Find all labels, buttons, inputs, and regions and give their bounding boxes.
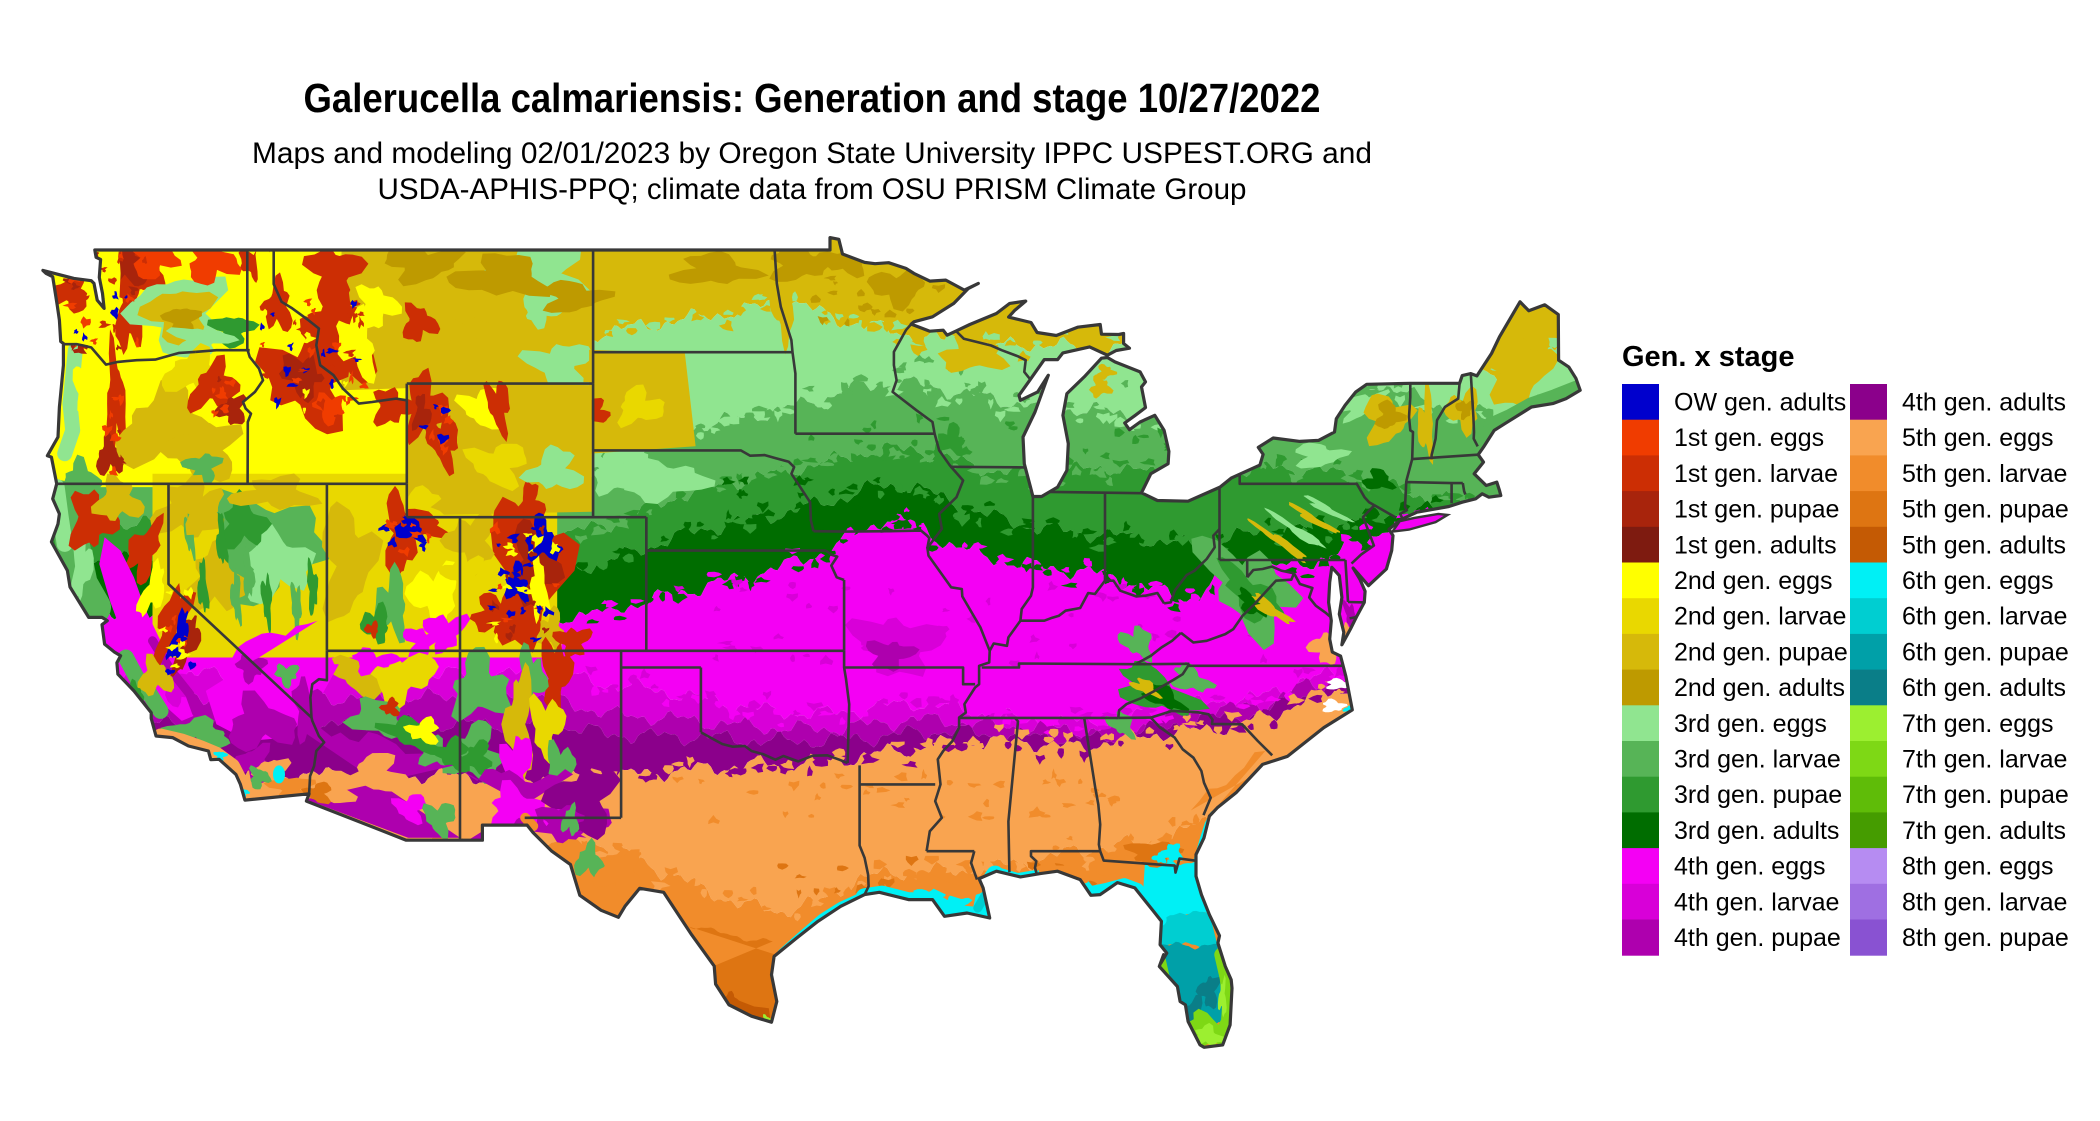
svg-text:5th gen. larvae: 5th gen. larvae bbox=[1902, 460, 2067, 488]
svg-text:Gen. x stage: Gen. x stage bbox=[1622, 341, 1794, 373]
svg-text:1st gen. adults: 1st gen. adults bbox=[1674, 531, 1837, 559]
svg-text:Maps and modeling 02/01/2023 b: Maps and modeling 02/01/2023 by Oregon S… bbox=[252, 137, 1372, 170]
svg-text:6th gen. eggs: 6th gen. eggs bbox=[1902, 567, 2054, 595]
svg-text:8th gen. larvae: 8th gen. larvae bbox=[1902, 888, 2067, 916]
svg-text:OW gen. adults: OW gen. adults bbox=[1674, 389, 1846, 417]
svg-text:3rd gen. eggs: 3rd gen. eggs bbox=[1674, 710, 1827, 738]
svg-text:6th gen. adults: 6th gen. adults bbox=[1902, 674, 2066, 702]
svg-text:1st gen. pupae: 1st gen. pupae bbox=[1674, 496, 1839, 524]
svg-text:3rd gen. pupae: 3rd gen. pupae bbox=[1674, 781, 1842, 809]
svg-text:7th gen. larvae: 7th gen. larvae bbox=[1902, 746, 2067, 774]
svg-text:7th gen. adults: 7th gen. adults bbox=[1902, 817, 2066, 845]
svg-text:2nd gen. larvae: 2nd gen. larvae bbox=[1674, 603, 1846, 631]
svg-text:4th gen. larvae: 4th gen. larvae bbox=[1674, 888, 1839, 916]
svg-text:4th gen. pupae: 4th gen. pupae bbox=[1674, 924, 1841, 952]
svg-text:6th gen. larvae: 6th gen. larvae bbox=[1902, 603, 2067, 631]
svg-text:8th gen. eggs: 8th gen. eggs bbox=[1902, 853, 2054, 881]
svg-text:4th gen. adults: 4th gen. adults bbox=[1902, 389, 2066, 417]
svg-text:3rd gen. adults: 3rd gen. adults bbox=[1674, 817, 1839, 845]
svg-text:5th gen. adults: 5th gen. adults bbox=[1902, 531, 2066, 559]
svg-text:7th gen. pupae: 7th gen. pupae bbox=[1902, 781, 2069, 809]
svg-text:2nd gen. pupae: 2nd gen. pupae bbox=[1674, 638, 1848, 666]
svg-text:Galerucella calmariensis: Gene: Galerucella calmariensis: Generation and… bbox=[304, 75, 1321, 121]
svg-text:1st gen. eggs: 1st gen. eggs bbox=[1674, 424, 1824, 452]
svg-text:3rd gen. larvae: 3rd gen. larvae bbox=[1674, 746, 1841, 774]
svg-text:7th gen. eggs: 7th gen. eggs bbox=[1902, 710, 2054, 738]
svg-text:USDA-APHIS-PPQ; climate data f: USDA-APHIS-PPQ; climate data from OSU PR… bbox=[378, 173, 1247, 206]
svg-text:5th gen. pupae: 5th gen. pupae bbox=[1902, 496, 2069, 524]
svg-text:8th gen. pupae: 8th gen. pupae bbox=[1902, 924, 2069, 952]
svg-text:5th gen. eggs: 5th gen. eggs bbox=[1902, 424, 2054, 452]
svg-text:2nd gen. adults: 2nd gen. adults bbox=[1674, 674, 1845, 702]
svg-text:2nd gen. eggs: 2nd gen. eggs bbox=[1674, 567, 1832, 595]
svg-text:6th gen. pupae: 6th gen. pupae bbox=[1902, 638, 2069, 666]
svg-text:1st gen. larvae: 1st gen. larvae bbox=[1674, 460, 1838, 488]
svg-text:4th gen. eggs: 4th gen. eggs bbox=[1674, 853, 1826, 881]
